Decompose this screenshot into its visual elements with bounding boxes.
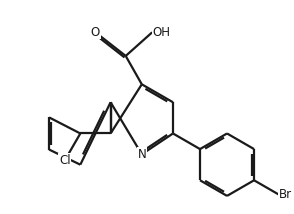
Text: Br: Br	[278, 188, 292, 201]
Text: Cl: Cl	[59, 154, 71, 167]
Text: O: O	[91, 26, 100, 39]
Text: OH: OH	[152, 26, 170, 39]
Text: N: N	[137, 148, 146, 161]
